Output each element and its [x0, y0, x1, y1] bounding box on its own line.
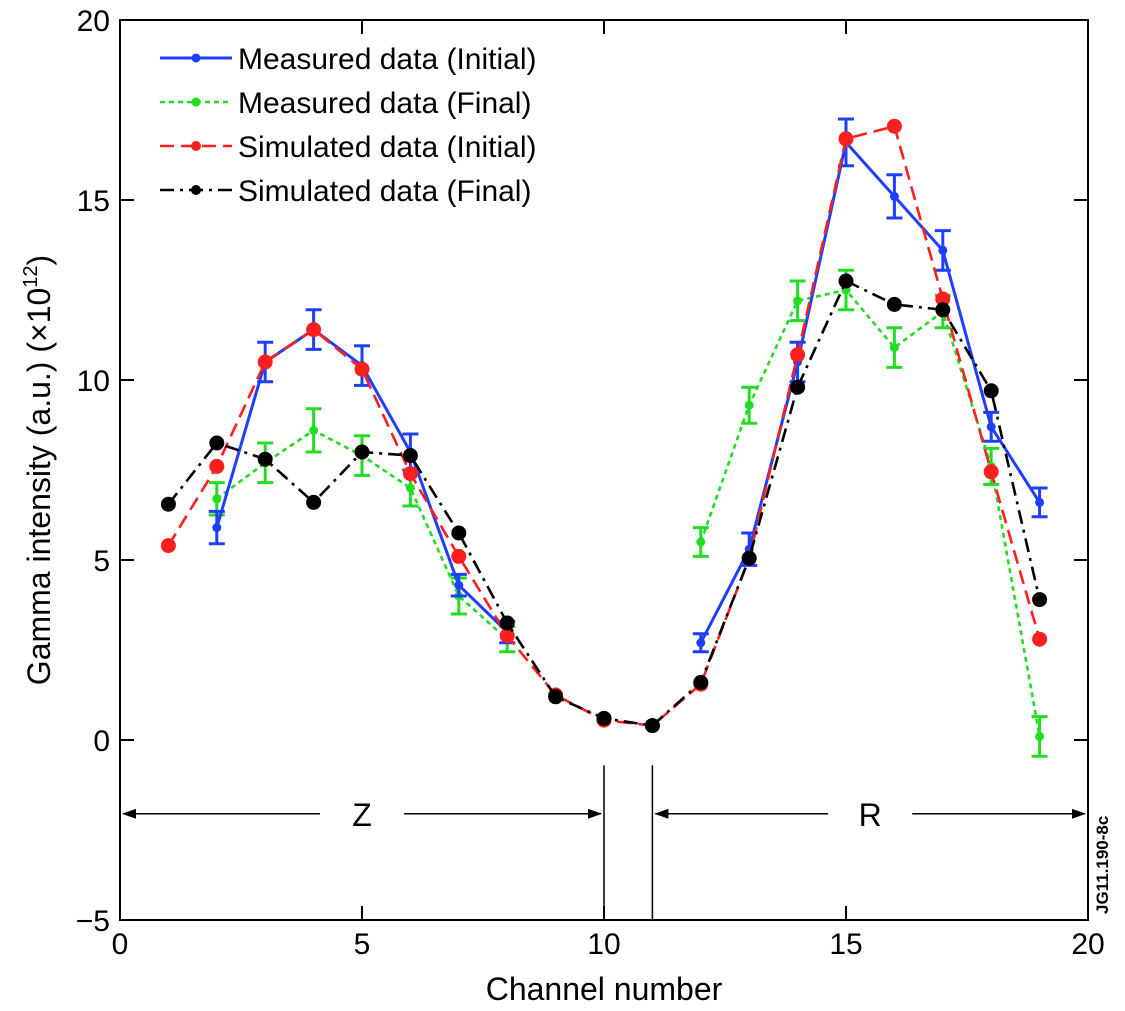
data-point [306, 494, 322, 510]
data-point [741, 550, 757, 566]
axis-ticks [119, 19, 1089, 921]
data-point [451, 525, 467, 541]
data-point [499, 628, 515, 644]
legend-label: Measured data (Initial) [238, 43, 536, 76]
data-point [1035, 497, 1045, 507]
series-1 [208, 268, 1048, 758]
data-point [451, 548, 467, 564]
region-label: R [859, 797, 882, 833]
data-point [938, 245, 948, 255]
x-tick-label: 20 [1071, 928, 1104, 961]
data-point [160, 538, 176, 554]
data-point [744, 400, 754, 410]
data-point [983, 383, 999, 399]
y-tick-label: 15 [77, 185, 110, 218]
y-tick-label: 0 [93, 725, 110, 758]
x-tick-label: 15 [829, 928, 862, 961]
x-tick-labels: 0 5 10 15 20 [112, 928, 1105, 961]
data-point [696, 638, 706, 648]
y-axis-title-exponent: 12 [20, 265, 42, 287]
series-line [167, 124, 1041, 727]
legend-label: Measured data (Final) [238, 87, 531, 120]
y-axis-title-main: Gamma intensity (a.u.) (×10 [21, 288, 57, 685]
data-point [402, 448, 418, 464]
y-tick-labels: −5 0 5 10 15 20 [76, 5, 110, 938]
data-point [209, 458, 225, 474]
data-point [935, 291, 951, 307]
series-line [699, 288, 1041, 737]
y-axis-title: Gamma intensity (a.u.) (×1012) [20, 255, 57, 685]
data-point [402, 466, 418, 482]
figure-id-label: JG11.190-8c [1093, 816, 1112, 914]
data-point [212, 523, 222, 533]
data-point [886, 296, 902, 312]
data-point [257, 451, 273, 467]
data-point [1032, 592, 1048, 608]
data-point [644, 718, 660, 734]
data-point [596, 710, 612, 726]
data-point [886, 118, 902, 134]
data-point [935, 302, 951, 318]
data-series [160, 117, 1048, 758]
data-point [306, 322, 322, 338]
y-tick-label: 20 [77, 5, 110, 38]
y-tick-label: 5 [93, 545, 110, 578]
data-point [696, 537, 706, 547]
x-tick-label: 0 [112, 928, 129, 961]
legend-swatch-marker [191, 97, 201, 107]
data-point [986, 422, 996, 432]
y-tick-label: 10 [77, 365, 110, 398]
x-tick-label: 5 [354, 928, 371, 961]
data-point [212, 494, 222, 504]
data-point [1035, 731, 1045, 741]
data-point [257, 354, 273, 370]
series-line [167, 279, 1041, 727]
data-point [309, 425, 319, 435]
data-point [209, 435, 225, 451]
data-point [548, 689, 564, 705]
data-point [889, 343, 899, 353]
data-point [1032, 631, 1048, 647]
data-point [354, 444, 370, 460]
data-point [354, 361, 370, 377]
series-3 [160, 273, 1048, 734]
series-line [699, 140, 1041, 644]
data-point [793, 296, 803, 306]
data-point [790, 379, 806, 395]
region-label: Z [352, 797, 372, 833]
y-axis-title-suffix: ) [21, 255, 57, 266]
data-point [693, 674, 709, 690]
x-tick-label: 10 [587, 928, 620, 961]
legend-swatch-marker [191, 53, 201, 63]
data-point [790, 347, 806, 363]
series-2 [160, 118, 1048, 734]
y-tick-label: −5 [76, 905, 110, 938]
data-point [454, 580, 464, 590]
x-axis-title: Channel number [486, 971, 723, 1007]
legend: Measured data (Initial) Measured data (Fi… [160, 43, 536, 208]
data-point [838, 273, 854, 289]
legend-label: Simulated data (Initial) [238, 131, 536, 164]
legend-swatch-marker [191, 141, 201, 151]
data-point [160, 496, 176, 512]
data-point [838, 131, 854, 147]
data-point [983, 464, 999, 480]
data-point [405, 483, 415, 493]
data-point [499, 615, 515, 631]
legend-swatch-marker [191, 185, 201, 195]
legend-label: Simulated data (Final) [238, 175, 531, 208]
data-point [889, 191, 899, 201]
